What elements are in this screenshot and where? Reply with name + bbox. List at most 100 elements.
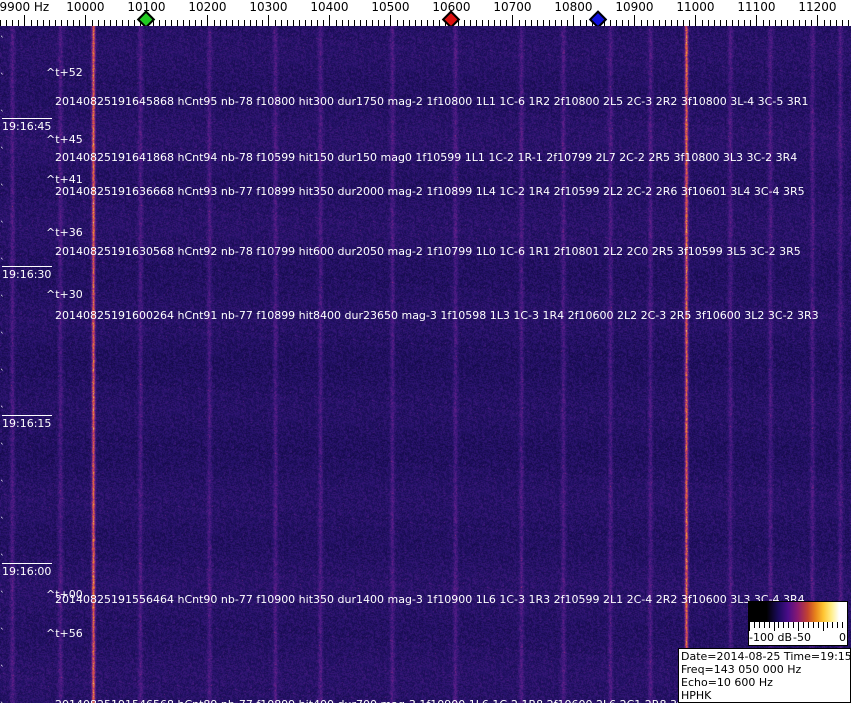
info-date-time: Date=2014-08-25 Time=19:15 UTC — [681, 650, 851, 663]
frequency-minor-tick — [250, 20, 252, 26]
frequency-minor-tick — [457, 20, 459, 26]
frequency-minor-tick — [677, 20, 679, 26]
frequency-tick-label: 10500 — [371, 0, 410, 14]
time-minor-tick: ` — [0, 147, 5, 157]
frequency-tick-label: 11100 — [737, 0, 776, 14]
colorbar-minor-tick — [802, 622, 804, 628]
frequency-minor-tick — [164, 20, 166, 26]
frequency-tick-label: 11200 — [798, 0, 837, 14]
frequency-minor-tick — [488, 20, 490, 26]
frequency-minor-tick — [671, 20, 673, 26]
frequency-minor-tick — [347, 20, 349, 26]
frequency-minor-tick — [481, 20, 483, 26]
frequency-minor-tick — [73, 20, 75, 26]
time-axis-label: 19:16:15 — [2, 417, 52, 430]
spectrogram-waterfall-canvas — [0, 26, 851, 703]
frequency-minor-tick — [603, 20, 605, 26]
colorbar-minor-tick — [753, 622, 755, 628]
colorbar-minor-tick — [778, 622, 780, 628]
frequency-minor-tick — [799, 20, 801, 26]
frequency-minor-tick — [689, 20, 691, 26]
event-time-tag: ^t+41 — [46, 173, 83, 186]
frequency-minor-tick — [97, 20, 99, 26]
frequency-major-tick — [512, 15, 514, 26]
frequency-minor-tick — [420, 20, 422, 26]
frequency-tick-label: 11000 — [676, 0, 715, 14]
frequency-minor-tick — [372, 20, 374, 26]
frequency-minor-tick — [664, 20, 666, 26]
colorbar-label-max: 0 — [839, 631, 846, 644]
frequency-minor-tick — [738, 20, 740, 26]
frequency-major-tick — [573, 15, 575, 26]
time-minor-tick: ` — [0, 369, 5, 379]
frequency-minor-tick — [567, 20, 569, 26]
spectrogram-panel[interactable]: 19:16:45 19:16:30 19:16:15 19:16:00 ` ` ` ` ` ` ` `… — [0, 26, 851, 703]
frequency-minor-tick — [628, 20, 630, 26]
frequency-tick-label: 10800 — [554, 0, 593, 14]
frequency-minor-tick — [805, 20, 807, 26]
event-time-tag: ^t+45 — [46, 133, 83, 146]
frequency-minor-tick — [274, 20, 276, 26]
frequency-minor-tick — [475, 20, 477, 26]
frequency-minor-tick — [506, 20, 508, 26]
frequency-minor-tick — [48, 20, 50, 26]
colorbar-minor-tick — [837, 622, 839, 628]
event-detection-line: 20140825191641868 hCnt94 nb-78 f10599 hi… — [55, 151, 798, 164]
colorbar-minor-tick — [807, 622, 809, 628]
frequency-tick-label: 10000 — [66, 0, 105, 14]
frequency-minor-tick — [402, 20, 404, 26]
frequency-tick-label: 9900 Hz — [0, 0, 50, 14]
colorbar-minor-tick — [817, 622, 819, 628]
time-gridline — [2, 266, 52, 267]
event-time-tag: ^t+56 — [46, 627, 83, 640]
colorbar-minor-tick — [827, 622, 829, 628]
frequency-tick-label: 10600 — [432, 0, 471, 14]
frequency-major-tick — [268, 15, 270, 26]
frequency-minor-tick — [793, 20, 795, 26]
colorbar-label-mid: -50 — [793, 631, 811, 644]
frequency-major-tick — [24, 15, 26, 26]
colorbar-minor-tick — [788, 622, 790, 628]
frequency-minor-tick — [561, 20, 563, 26]
frequency-minor-tick — [6, 20, 8, 26]
frequency-minor-tick — [61, 20, 62, 26]
frequency-minor-tick — [786, 20, 788, 26]
time-minor-tick: ` — [0, 665, 5, 675]
frequency-minor-tick — [823, 20, 825, 26]
frequency-minor-tick — [213, 20, 215, 26]
time-minor-tick: ` — [0, 628, 5, 638]
event-detection-line: 20140825191636668 hCnt93 nb-77 f10899 hi… — [55, 185, 805, 198]
event-time-tag: ^t+30 — [46, 288, 83, 301]
colorbar-major-tick — [847, 622, 848, 631]
frequency-minor-tick — [384, 20, 386, 26]
frequency-major-tick — [817, 15, 819, 26]
frequency-minor-tick — [396, 20, 398, 26]
frequency-minor-tick — [762, 20, 764, 26]
frequency-minor-tick — [829, 20, 831, 26]
time-minor-tick: ` — [0, 73, 5, 83]
frequency-minor-tick — [256, 20, 258, 26]
frequency-tick-label: 10100 — [127, 0, 166, 14]
frequency-minor-tick — [262, 20, 264, 26]
frequency-minor-tick — [640, 20, 642, 26]
frequency-minor-tick — [555, 20, 557, 26]
frequency-major-tick — [329, 15, 331, 26]
frequency-minor-tick — [18, 20, 20, 26]
time-minor-tick: ` — [0, 184, 5, 194]
frequency-minor-tick — [176, 20, 178, 26]
frequency-minor-tick — [658, 20, 660, 26]
frequency-minor-tick — [201, 20, 203, 26]
frequency-minor-tick — [841, 20, 843, 26]
frequency-minor-tick — [713, 20, 715, 26]
frequency-minor-tick — [683, 20, 685, 26]
colorbar: -100 dB -50 0 — [748, 601, 848, 646]
frequency-minor-tick — [725, 20, 727, 26]
frequency-minor-tick — [500, 20, 502, 26]
frequency-minor-tick — [189, 20, 191, 26]
time-minor-tick: ` — [0, 221, 5, 231]
frequency-minor-tick — [237, 20, 239, 26]
time-minor-tick: ` — [0, 258, 5, 268]
frequency-minor-tick — [780, 20, 782, 26]
event-detection-line: 20140825191600264 hCnt91 nb-77 f10899 hi… — [55, 309, 819, 322]
frequency-major-tick — [85, 15, 87, 26]
